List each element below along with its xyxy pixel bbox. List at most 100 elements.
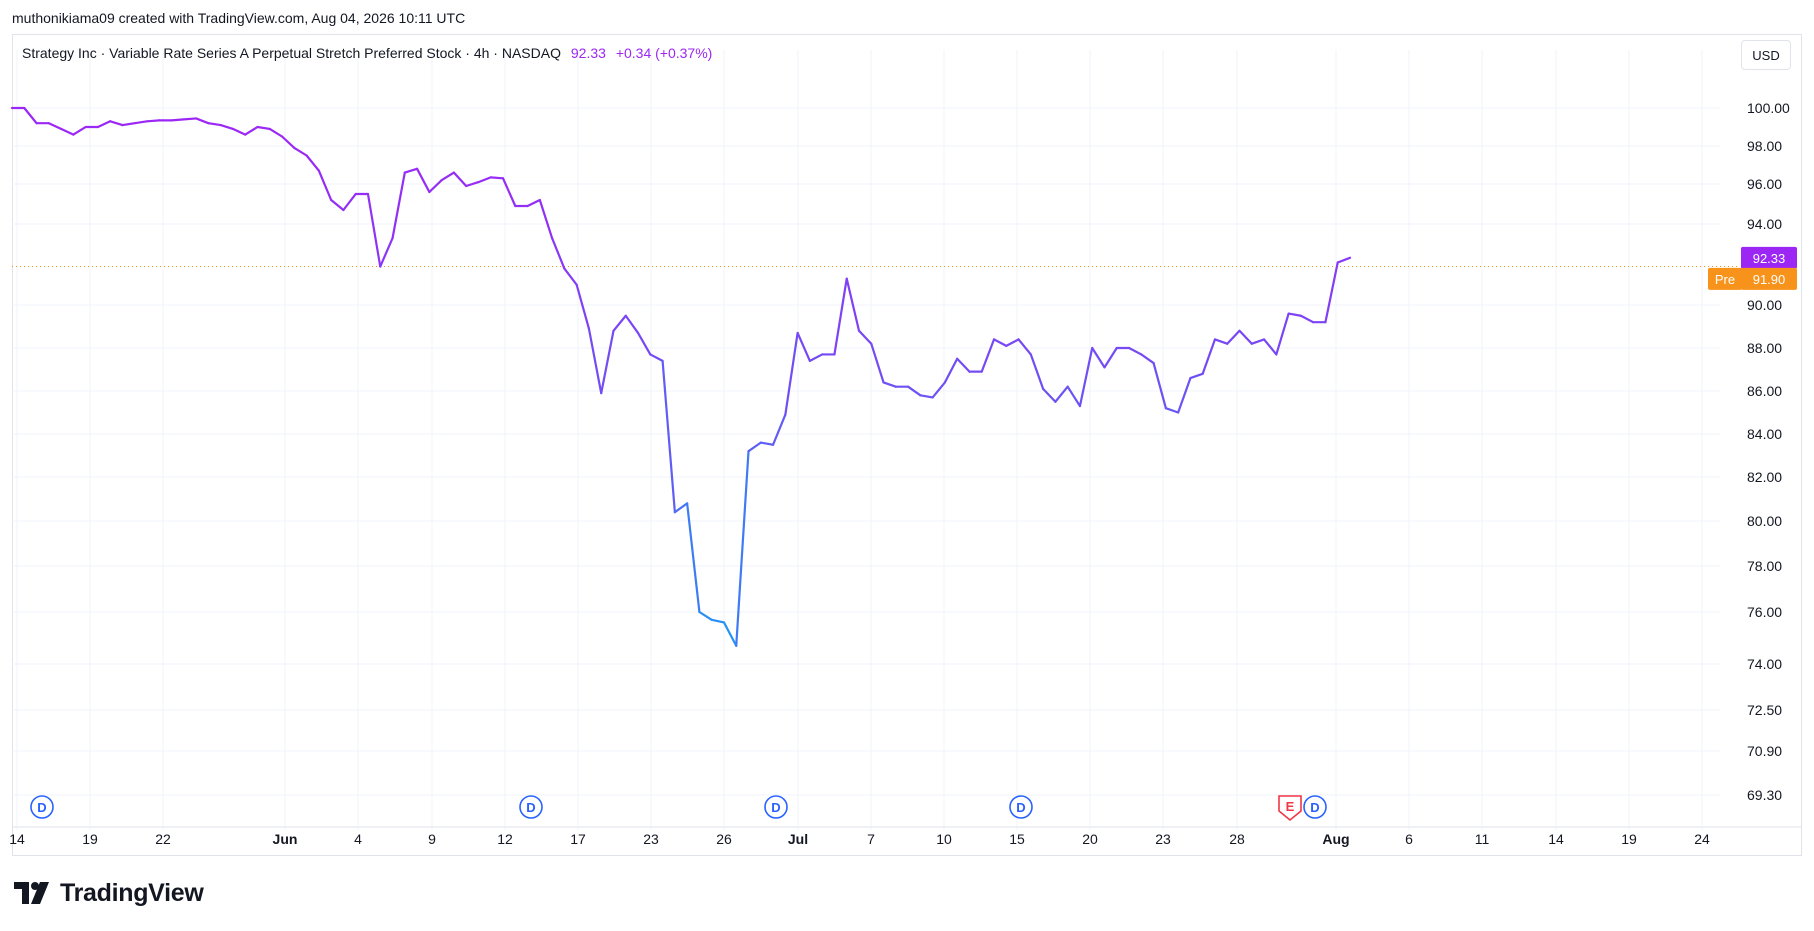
premarket-price-tag-bg — [1741, 267, 1797, 290]
y-tick-label: 69.30 — [1747, 787, 1782, 803]
legend-symbol: Strategy Inc · Variable Rate Series A Pe… — [22, 45, 561, 61]
price-line-segment — [1054, 385, 1069, 403]
price-line-segment — [195, 117, 210, 125]
price-line-segment — [980, 338, 996, 373]
y-tick-label: 80.00 — [1747, 513, 1782, 529]
attribution-text: muthonikiama09 created with TradingView.… — [12, 10, 466, 26]
currency-button[interactable]: USD — [1741, 40, 1791, 70]
price-line-segment — [391, 171, 406, 240]
price-line-segment — [244, 125, 259, 136]
price-line-segment — [428, 179, 443, 194]
price-line-segment — [1287, 312, 1302, 317]
price-line-segment — [23, 106, 38, 125]
price-line-segment — [1103, 346, 1118, 369]
price-line-segment — [60, 127, 75, 136]
dividend-marker — [1303, 795, 1327, 819]
earnings-marker — [1278, 795, 1302, 822]
price-line-segment — [256, 125, 271, 130]
price-line-segment — [489, 176, 505, 180]
x-tick-label: 23 — [1155, 831, 1171, 847]
y-tick-label: 84.00 — [1747, 426, 1782, 442]
dividend-marker-label: D — [1310, 800, 1319, 815]
price-line-segment — [673, 502, 689, 514]
y-tick-label: 100.00 — [1747, 100, 1790, 116]
price-line-segment — [833, 277, 848, 356]
price-line-segment — [624, 314, 640, 335]
y-tick-label: 76.00 — [1747, 604, 1782, 620]
price-line-segment — [219, 123, 235, 130]
price-line-segment — [231, 127, 247, 136]
price-line-segment — [145, 119, 161, 123]
price-line-segment — [366, 192, 382, 268]
price-line-segment — [538, 198, 554, 240]
x-tick-label: 17 — [570, 831, 586, 847]
tradingview-logo[interactable]: TradingView — [14, 878, 204, 908]
last-price-tag-bg — [1741, 246, 1797, 269]
price-line-segment — [784, 331, 799, 416]
y-tick-label: 86.00 — [1747, 383, 1782, 399]
price-line-segment — [857, 329, 873, 345]
price-line-segment — [1164, 407, 1180, 414]
price-line-segment — [796, 331, 811, 362]
dividend-marker — [519, 795, 543, 819]
price-line-segment — [465, 181, 480, 188]
y-tick-label: 88.00 — [1747, 340, 1782, 356]
dividend-marker — [30, 795, 54, 819]
premarket-label-text: Pre — [1715, 272, 1735, 287]
price-line-segment — [600, 329, 615, 395]
price-line-segment — [440, 171, 456, 182]
chart-frame — [12, 34, 1802, 856]
x-tick-label: 4 — [354, 831, 362, 847]
price-line-segment — [207, 122, 222, 127]
price-line-segment — [109, 120, 124, 127]
x-tick-label: Jun — [273, 831, 298, 847]
price-line-segment — [379, 237, 394, 268]
dividend-marker-label: D — [526, 800, 535, 815]
dividend-marker-label: D — [37, 800, 46, 815]
chart-legend: Strategy Inc · Variable Rate Series A Pe… — [22, 45, 712, 61]
price-line-segment — [906, 385, 922, 397]
dividend-marker-label: D — [1016, 800, 1025, 815]
x-tick-label: 23 — [643, 831, 659, 847]
price-line-segment — [735, 450, 750, 647]
y-tick-label: 74.00 — [1747, 656, 1782, 672]
price-line-segment — [759, 441, 775, 446]
price-line-segment — [808, 353, 824, 362]
legend-change: +0.34 (+0.37%) — [615, 45, 713, 61]
price-line-segment — [661, 359, 676, 514]
price-line-segment — [563, 267, 578, 286]
price-line-segment — [1005, 338, 1020, 347]
price-line-segment — [317, 169, 333, 202]
price-line-segment — [649, 353, 664, 362]
price-line-segment — [845, 277, 861, 332]
price-line-segment — [72, 125, 87, 136]
price-line-segment — [1226, 329, 1241, 345]
y-tick-label: 72.50 — [1747, 702, 1782, 718]
tradingview-logo-icon — [14, 882, 49, 904]
price-tags: 92.33 Pre 91.90 — [1708, 246, 1797, 290]
price-line-segment — [771, 413, 787, 446]
price-line-segment — [47, 122, 63, 130]
price-line-segment — [133, 120, 149, 125]
price-line-segment — [170, 118, 185, 122]
price-line-segment — [1213, 338, 1229, 345]
x-tick-label: 19 — [1621, 831, 1637, 847]
x-axis: 14 19 22 Jun 4 9 12 17 23 26 Jul 7 10 15 20 23 28 Aug 6 11 1… — [9, 831, 1710, 847]
x-tick-label: Aug — [1322, 831, 1349, 847]
price-line-segment — [342, 192, 357, 212]
y-tick-label: 78.00 — [1747, 558, 1782, 574]
price-line-segment — [1262, 338, 1278, 356]
price-line-segment — [931, 381, 947, 399]
price-line-segment — [587, 327, 603, 395]
price-line-segment — [882, 381, 897, 388]
price-line-segment — [747, 441, 762, 453]
earnings-marker-label: E — [1286, 799, 1295, 814]
premarket-price-tag-text: 91.90 — [1753, 272, 1786, 287]
price-line-segment — [477, 176, 492, 184]
x-tick-label: 20 — [1082, 831, 1098, 847]
price-line-segment — [280, 135, 296, 149]
price-line-segment — [1299, 314, 1315, 324]
price-line-segment — [943, 357, 959, 384]
